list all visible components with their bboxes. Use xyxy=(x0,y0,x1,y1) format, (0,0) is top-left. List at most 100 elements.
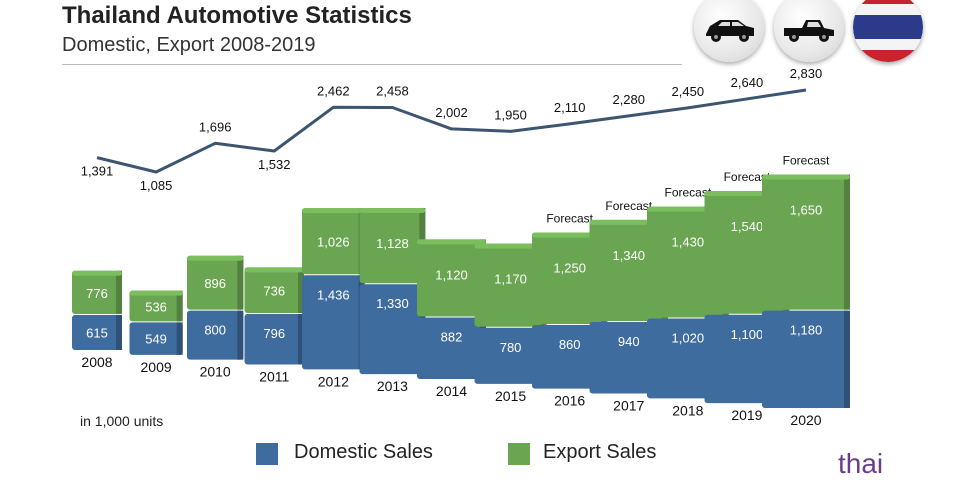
title-divider xyxy=(62,64,682,65)
data-label-domestic-2012: 1,436 xyxy=(317,287,350,302)
brand-logo: thai xyxy=(838,448,884,479)
bar-export-2012 xyxy=(302,208,365,275)
data-label-export-2014: 1,120 xyxy=(435,267,468,282)
pickup-truck-icon xyxy=(774,0,844,62)
line-label-2014: 2,002 xyxy=(435,105,468,120)
units-note: in 1,000 units xyxy=(80,413,164,429)
bar-domestic-side-2020 xyxy=(844,310,850,408)
chart-subtitle: Domestic, Export 2008-2019 xyxy=(62,34,316,56)
bar-domestic-side-2008 xyxy=(116,314,122,350)
sedan-car-icon xyxy=(694,0,764,62)
bar-domestic-side-2010 xyxy=(237,310,244,360)
tick-label-2020: 2020 xyxy=(790,412,821,428)
tick-label-2018: 2018 xyxy=(672,402,703,418)
bar-domestic-2013 xyxy=(359,284,426,375)
line-label-2012: 2,462 xyxy=(317,83,350,98)
line-label-2008: 1,391 xyxy=(81,164,114,179)
tick-label-2010: 2010 xyxy=(200,364,231,380)
line-label-2009: 1,085 xyxy=(140,178,173,193)
data-label-export-2020: 1,650 xyxy=(790,203,823,218)
bar-export-side-2009 xyxy=(176,290,183,322)
bar-export-top-2013 xyxy=(359,207,426,213)
bar-domestic-2008 xyxy=(72,314,122,350)
data-label-domestic-2018: 1,020 xyxy=(672,331,705,346)
bar-export-side-2011 xyxy=(298,267,304,314)
bar-domestic-2014 xyxy=(417,317,486,379)
data-label-domestic-2017: 940 xyxy=(618,334,640,349)
bar-export-top-2011 xyxy=(244,267,304,273)
bar-domestic-side-2009 xyxy=(176,322,183,355)
bar-export-2010 xyxy=(187,255,244,310)
line-label-2015: 1,950 xyxy=(494,107,527,122)
bar-export-2016 xyxy=(532,232,608,325)
bar-export-2008 xyxy=(72,270,122,314)
line-label-2016: 2,110 xyxy=(554,100,586,115)
bar-domestic-2020 xyxy=(762,310,850,408)
data-label-domestic-2009: 549 xyxy=(145,332,167,347)
data-label-domestic-2014: 882 xyxy=(441,329,463,344)
data-label-domestic-2008: 615 xyxy=(86,325,108,340)
data-label-export-2015: 1,170 xyxy=(494,272,527,287)
bar-domestic-2010 xyxy=(187,310,244,360)
bar-domestic-2016 xyxy=(532,325,608,389)
data-label-domestic-2015: 780 xyxy=(500,340,522,355)
bar-domestic-2015 xyxy=(474,327,547,384)
tick-label-2015: 2015 xyxy=(495,388,526,404)
bar-export-side-2008 xyxy=(116,270,122,314)
bar-export-2013 xyxy=(359,207,426,284)
data-label-export-2012: 1,026 xyxy=(317,235,350,250)
forecast-label-2016: Forecast xyxy=(546,212,593,226)
tick-label-2014: 2014 xyxy=(436,383,467,399)
thailand-flag-icon xyxy=(853,0,923,62)
bar-export-top-2012 xyxy=(302,208,365,214)
bar-export-top-2020 xyxy=(762,174,850,180)
tick-label-2008: 2008 xyxy=(81,354,112,370)
forecast-label-2017: Forecast xyxy=(605,199,652,213)
tick-label-2019: 2019 xyxy=(731,407,762,423)
bar-export-top-2015 xyxy=(474,243,547,249)
bar-export-top-2010 xyxy=(187,255,244,261)
line-label-2013: 2,458 xyxy=(376,83,409,98)
bar-domestic-2012 xyxy=(302,275,365,370)
data-label-export-2008: 776 xyxy=(86,286,108,301)
chart-title: Thailand Automotive Statistics xyxy=(62,2,412,29)
bar-domestic-2009 xyxy=(129,322,183,355)
tick-label-2009: 2009 xyxy=(141,359,172,375)
line-label-2018: 2,450 xyxy=(672,84,705,99)
data-label-domestic-2010: 800 xyxy=(204,323,226,338)
bar-export-2009 xyxy=(129,290,183,322)
bar-export-top-2014 xyxy=(417,239,486,245)
bar-domestic-side-2011 xyxy=(298,314,304,365)
tick-label-2012: 2012 xyxy=(318,373,349,389)
tick-label-2011: 2011 xyxy=(259,369,289,385)
bar-export-2011 xyxy=(244,267,304,314)
bar-export-top-2009 xyxy=(129,290,183,296)
tick-label-2016: 2016 xyxy=(554,393,585,409)
tick-label-2017: 2017 xyxy=(613,398,644,414)
bar-domestic-2011 xyxy=(244,314,304,365)
data-label-export-2013: 1,128 xyxy=(376,236,409,251)
line-label-2020: 2,830 xyxy=(790,66,823,81)
data-label-export-2019: 1,540 xyxy=(731,219,764,234)
legend-label-domestic: Domestic Sales xyxy=(294,441,433,463)
legend-swatch-export xyxy=(508,443,530,465)
bar-export-side-2010 xyxy=(237,255,244,310)
legend-swatch-domestic xyxy=(256,443,278,465)
data-label-domestic-2019: 1,100 xyxy=(731,327,764,342)
bar-export-top-2016 xyxy=(532,232,608,238)
data-label-export-2018: 1,430 xyxy=(672,235,705,250)
data-label-export-2010: 896 xyxy=(204,276,226,291)
bar-export-2015 xyxy=(474,243,547,327)
tick-label-2013: 2013 xyxy=(377,378,408,394)
data-label-domestic-2013: 1,330 xyxy=(376,296,409,311)
legend-label-export: Export Sales xyxy=(543,441,657,463)
data-label-domestic-2011: 796 xyxy=(263,326,285,341)
data-label-domestic-2016: 860 xyxy=(559,337,581,352)
bar-export-side-2020 xyxy=(844,174,850,310)
line-label-2010: 1,696 xyxy=(199,119,232,134)
bar-export-2014 xyxy=(417,239,486,317)
bar-export-2020 xyxy=(762,174,850,310)
data-label-export-2009: 536 xyxy=(145,300,167,315)
forecast-label-2019: Forecast xyxy=(724,170,771,184)
